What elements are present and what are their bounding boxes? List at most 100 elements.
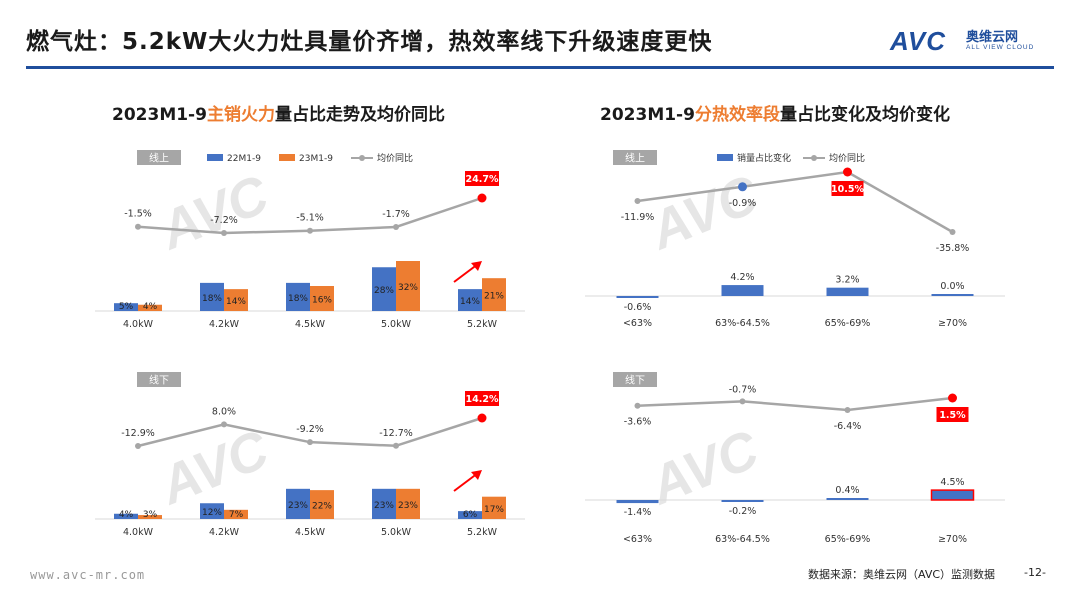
trend-arrow xyxy=(453,263,479,283)
bar xyxy=(200,503,224,519)
title-rule xyxy=(26,66,1054,69)
line-label: -1.5% xyxy=(124,209,152,220)
bar-label: 17% xyxy=(484,505,504,515)
line-marker xyxy=(949,229,956,235)
footer-source: 数据来源：奥维云网（AVC）监测数据 xyxy=(808,568,996,581)
legend-label: 均价同比 xyxy=(829,152,865,164)
panel-tag: 线上 xyxy=(149,152,169,165)
bar xyxy=(458,511,482,519)
bar xyxy=(372,267,396,311)
line-label: -6.4% xyxy=(834,421,862,432)
bar xyxy=(396,488,420,519)
line-marker xyxy=(738,182,747,192)
line-marker xyxy=(634,198,641,205)
bar-label: 6% xyxy=(463,510,478,520)
bar xyxy=(310,490,334,519)
category-label: 63%-64.5% xyxy=(715,318,770,329)
line-marker xyxy=(948,393,957,403)
bar-label: 0.0% xyxy=(940,281,964,292)
chart-power-online: 线上 22M1-9 23M1-9 均价同比 5% 4% 4.0kW 18% 14% 4.2kW 18… xyxy=(95,150,525,330)
line-label: 14.2% xyxy=(466,394,499,405)
bar-label: -0.2% xyxy=(729,506,757,517)
bar-label: 23% xyxy=(398,501,418,511)
bar xyxy=(616,500,659,504)
legend-swatch xyxy=(207,154,223,161)
legend-label: 23M1-9 xyxy=(299,154,333,164)
line-marker xyxy=(135,443,141,449)
bar xyxy=(458,289,482,311)
category-label: 4.5kW xyxy=(295,319,326,330)
line-marker xyxy=(844,407,851,413)
bar xyxy=(482,278,506,311)
line-label: 1.5% xyxy=(939,410,966,421)
category-label: 5.0kW xyxy=(381,319,412,330)
footer-url[interactable]: www.avc-mr.com xyxy=(30,568,146,582)
panel-tag: 线下 xyxy=(625,374,645,387)
category-label: ≥70% xyxy=(938,534,967,545)
panel-tag-bg xyxy=(613,372,657,387)
logo-en: ALL VIEW CLOUD xyxy=(966,44,1035,51)
bar xyxy=(931,294,974,296)
logo-text: AVC xyxy=(890,26,946,56)
line-marker xyxy=(393,442,399,449)
legend-label: 22M1-9 xyxy=(227,154,261,164)
bar-label: 18% xyxy=(202,294,222,304)
panel-tag: 线上 xyxy=(625,152,645,165)
bar-label: 21% xyxy=(484,292,504,302)
line-marker xyxy=(221,421,227,428)
highlight-label-bg xyxy=(831,181,864,196)
bar xyxy=(200,282,224,311)
line-marker xyxy=(135,223,141,230)
panel-tag-bg xyxy=(613,150,657,165)
legend-marker xyxy=(359,155,365,161)
line-marker xyxy=(221,230,227,236)
line-label: -12.9% xyxy=(121,428,155,439)
legend-swatch xyxy=(717,154,733,161)
line-series xyxy=(637,396,953,412)
line-label: -0.7% xyxy=(729,384,757,395)
bar-label: 23% xyxy=(288,501,308,511)
right-subtitle-highlight: 分热效率段 xyxy=(694,105,780,125)
bar xyxy=(482,496,506,519)
trend-arrow-head xyxy=(471,470,482,480)
line-marker xyxy=(307,439,313,446)
bar-label: 14% xyxy=(460,297,480,307)
category-label: 4.0kW xyxy=(123,319,154,330)
category-label: 4.0kW xyxy=(123,527,154,538)
bar xyxy=(224,289,248,311)
bar-label: 16% xyxy=(312,296,332,306)
line-marker xyxy=(307,227,313,234)
left-subtitle-pre: 2023M1-9 xyxy=(112,105,207,125)
category-label: 5.2kW xyxy=(467,319,498,330)
bar xyxy=(721,285,764,296)
highlight-label-bg xyxy=(465,391,499,406)
legend-swatch xyxy=(279,154,295,161)
page-number: -12- xyxy=(1024,566,1046,579)
bar xyxy=(138,304,162,311)
category-label: 4.2kW xyxy=(209,527,240,538)
bar-label: 4.5% xyxy=(940,477,964,488)
line-label: 24.7% xyxy=(466,174,499,185)
chart-power-offline: 线下 4% 3% 4.0kW 12% 7% 4.2kW 23% 22% 4.5kW 23% 23% 5.… xyxy=(95,372,525,538)
line-label: 10.5% xyxy=(831,184,864,195)
bar xyxy=(310,286,334,311)
bar xyxy=(826,287,869,296)
line-label: -0.9% xyxy=(729,198,757,209)
category-label: 4.2kW xyxy=(209,319,240,330)
left-subtitle: 2023M1-9主销火力量占比走势及均价同比 xyxy=(112,100,445,125)
category-label: <63% xyxy=(623,318,652,329)
category-label: 65%-69% xyxy=(825,318,871,329)
bar xyxy=(372,488,396,519)
line-marker xyxy=(477,193,487,203)
right-subtitle: 2023M1-9分热效率段量占比变化及均价变化 xyxy=(600,100,950,125)
chart-efficiency-offline: 线下 -1.4% <63% -0.2% 63%-64.5% 0.4% 65%-69% 4.5%… xyxy=(585,372,1005,545)
bar-label: 28% xyxy=(374,286,394,296)
line-label: 8.0% xyxy=(212,406,236,417)
category-label: 4.5kW xyxy=(295,527,326,538)
line-label: -9.2% xyxy=(296,424,324,435)
bar-label: 14% xyxy=(226,297,246,307)
bar-label: 32% xyxy=(398,283,418,293)
category-label: 5.2kW xyxy=(467,527,498,538)
bar xyxy=(930,489,975,501)
right-subtitle-pre: 2023M1-9 xyxy=(600,105,695,125)
